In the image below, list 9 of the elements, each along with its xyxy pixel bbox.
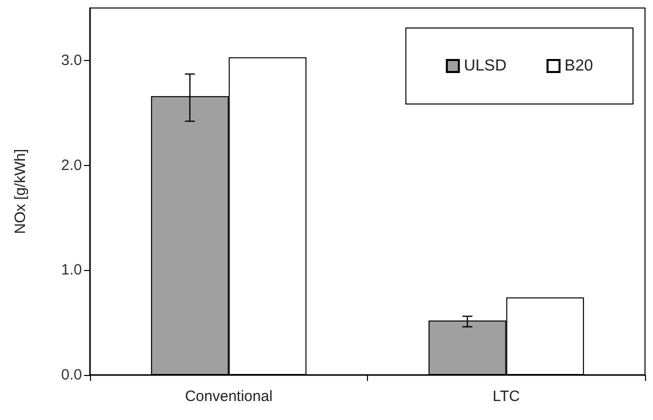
x-tick-label: LTC	[492, 388, 520, 405]
y-axis-title: NOx [g/kWh]	[12, 148, 29, 234]
y-tick-label: 0.0	[61, 366, 82, 384]
legend-label: ULSD	[464, 58, 507, 74]
legend-label: B20	[564, 58, 594, 74]
y-tick-label: 3.0	[61, 52, 82, 69]
y-tick-label: 2.0	[61, 156, 82, 174]
x-tick-label: Conventional	[184, 388, 273, 405]
y-tick-label: 1.0	[61, 262, 82, 279]
